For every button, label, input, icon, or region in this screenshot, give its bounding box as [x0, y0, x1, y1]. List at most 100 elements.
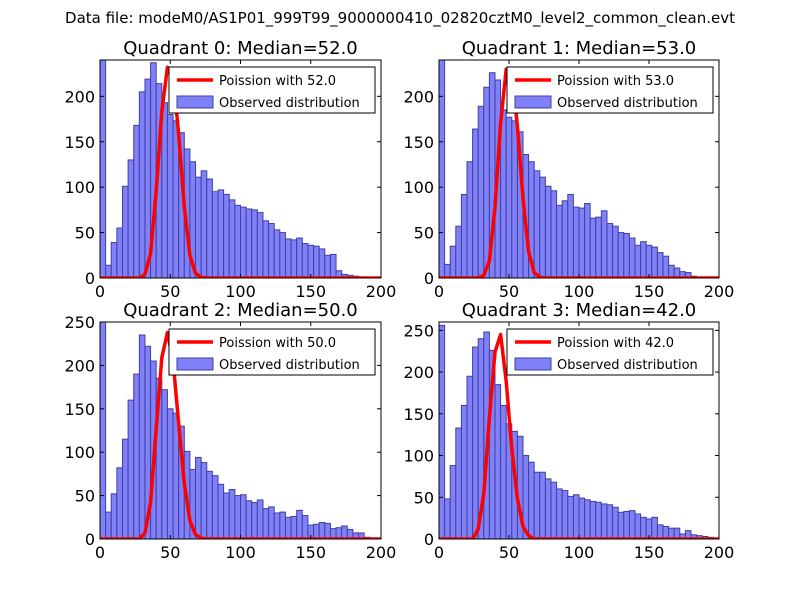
histogram-bar: [567, 495, 574, 539]
histogram-bar: [195, 456, 202, 539]
y-tick-label: 0: [424, 269, 434, 288]
histogram-bar: [105, 264, 112, 278]
histogram-bar: [296, 237, 303, 278]
histogram-bar: [256, 499, 264, 539]
histogram-bar: [477, 105, 485, 278]
x-tick-label: 50: [160, 543, 180, 562]
histogram-bar: [234, 204, 242, 278]
y-tick-label: 100: [403, 447, 434, 466]
x-tick-label: 150: [295, 543, 326, 562]
histogram-bar: [223, 193, 230, 278]
histogram-bar: [528, 461, 535, 539]
x-tick-label: 150: [634, 282, 665, 301]
histogram-bar: [623, 510, 630, 539]
histogram-bar: [561, 200, 569, 278]
histogram-bar: [200, 170, 208, 278]
histogram-bar: [505, 116, 513, 278]
histogram-bar: [318, 522, 326, 539]
histogram-bar: [466, 375, 474, 539]
histogram-bar: [662, 255, 670, 278]
histogram-bar: [444, 498, 451, 539]
histogram-bar: [656, 252, 664, 278]
histogram-bar: [550, 190, 558, 278]
histogram-bar: [511, 120, 518, 278]
y-tick-label: 150: [403, 405, 434, 424]
histogram-bar: [245, 500, 253, 539]
y-tick-label: 100: [64, 443, 95, 462]
histogram-bar: [600, 210, 608, 278]
histogram-bar: [211, 191, 219, 278]
histogram-bar: [556, 488, 563, 539]
histogram-bar: [100, 322, 107, 539]
y-tick-label: 0: [424, 530, 434, 549]
histogram-bar: [460, 404, 468, 539]
histogram-bar: [533, 471, 541, 539]
x-tick-label: 100: [564, 282, 595, 301]
histogram-bar: [217, 483, 225, 539]
subplot-title: Quadrant 3: Median=42.0: [462, 300, 697, 321]
subplot-1: 0 50 100 150 200 0 50 100 150 200 Quadrant 1: Medi…: [403, 38, 734, 301]
histogram-bar: [284, 516, 292, 539]
histogram-bar: [455, 225, 462, 278]
histogram-bar: [313, 245, 320, 278]
histogram-bar: [550, 481, 558, 539]
y-tick-label: 250: [64, 313, 95, 332]
histogram-bar: [262, 508, 270, 539]
histogram-bar: [296, 509, 303, 539]
histogram-bar: [251, 209, 258, 278]
y-tick-label: 50: [75, 224, 95, 243]
histogram-bar: [572, 206, 580, 278]
histogram-bar: [358, 532, 365, 539]
x-tick-label: 100: [564, 543, 595, 562]
histogram-bar: [533, 170, 541, 278]
histogram-bar: [656, 524, 664, 539]
histogram-bar: [640, 516, 647, 539]
histogram-bar: [223, 492, 230, 539]
legend-bar-swatch: [514, 95, 552, 109]
histogram-bar: [556, 204, 563, 278]
legend-label-poisson: Poission with 53.0: [557, 74, 674, 89]
histogram-bar: [100, 60, 107, 278]
legend-bar-swatch: [514, 357, 552, 371]
histogram-bar: [116, 467, 123, 539]
histogram-bar: [268, 506, 275, 539]
histogram-bar: [228, 489, 236, 539]
histogram-bar: [606, 504, 614, 539]
y-tick-label: 0: [85, 269, 95, 288]
poisson-line: [439, 332, 719, 539]
histogram-bar: [240, 206, 247, 278]
histogram-bar: [138, 91, 146, 278]
legend-label-poisson: Poission with 52.0: [219, 74, 336, 89]
histogram-bar: [466, 161, 474, 278]
subplot-2: 0 50 100 150 200 0 50 100 150 200 250 Quadrant 2: M…: [64, 300, 396, 562]
histogram-bar: [472, 346, 479, 539]
subplot-title: Quadrant 2: Median=50.0: [123, 300, 358, 321]
histogram-bar: [584, 203, 591, 278]
subplot-3: 0 50 100 150 200 0 50 100 150 200 250 Quadrant 3: M…: [403, 300, 734, 562]
histogram-bar: [133, 124, 140, 278]
histogram-bar: [240, 494, 247, 539]
histogram-bar: [301, 242, 309, 278]
histogram-bar: [206, 178, 213, 278]
y-tick-label: 100: [64, 178, 95, 197]
histogram-bar: [206, 470, 213, 539]
histogram-bar: [211, 475, 219, 539]
histogram-bar: [449, 465, 457, 539]
y-tick-label: 250: [403, 321, 434, 340]
histogram-bar: [544, 478, 552, 539]
histogram-bar: [121, 185, 129, 278]
histogram-bar: [234, 495, 242, 539]
histogram-bar: [572, 494, 580, 539]
subplot-title: Quadrant 0: Median=52.0: [123, 38, 358, 59]
histogram-bar: [324, 254, 331, 278]
x-tick-label: 50: [499, 543, 519, 562]
histogram-bar: [578, 497, 586, 539]
histogram-bar: [662, 525, 670, 539]
subplot-0: 0 50 100 150 200 0 50 100 150 200 Quadrant 0: Medi…: [64, 38, 396, 301]
histogram-bar: [110, 242, 118, 278]
x-tick-label: 100: [225, 282, 256, 301]
histogram-bar: [628, 237, 636, 278]
x-tick-label: 150: [295, 282, 326, 301]
histogram-bar: [595, 216, 602, 278]
